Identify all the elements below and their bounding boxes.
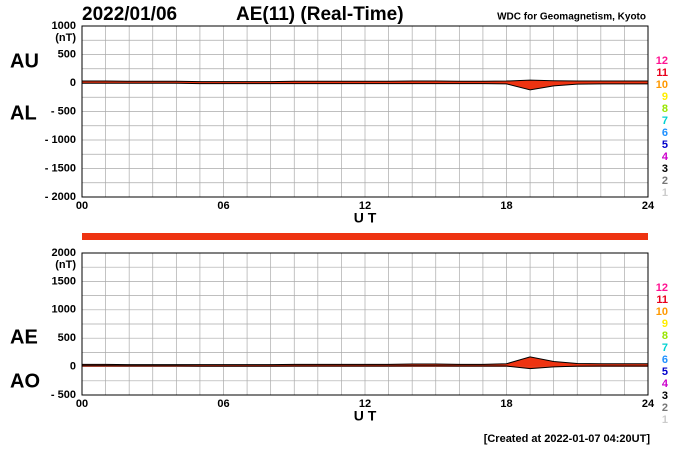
x-axis-label: U T <box>354 408 377 424</box>
station-count: 7 <box>662 115 668 127</box>
station-count: 6 <box>662 127 668 139</box>
y-tick-label: - 500 <box>51 105 76 117</box>
station-count: 3 <box>662 390 668 402</box>
station-count: 9 <box>662 318 668 330</box>
station-count: 12 <box>656 55 668 67</box>
station-count: 11 <box>656 294 668 306</box>
date: 2022/01/06 <box>82 4 177 25</box>
station-count: 2 <box>662 402 668 414</box>
y-tick-label: 500 <box>58 48 76 60</box>
x-tick-label: 12 <box>359 200 371 212</box>
station-count: 7 <box>662 342 668 354</box>
line <box>82 79 648 83</box>
station-count: 6 <box>662 354 668 366</box>
x-tick-label: 00 <box>76 200 88 212</box>
unit-label: (nT) <box>55 259 76 271</box>
line <box>82 365 648 370</box>
x-tick-label: 00 <box>76 398 88 410</box>
station-count: 3 <box>662 163 668 175</box>
y-tick-label: 2000 <box>52 247 76 259</box>
station-count: 4 <box>662 378 669 390</box>
x-tick-label: 06 <box>217 200 229 212</box>
y-tick-label: - 1500 <box>45 162 76 174</box>
x-tick-label: 06 <box>217 398 229 410</box>
station-count: 4 <box>662 151 669 163</box>
x-tick-label: 12 <box>359 398 371 410</box>
y-tick-label: - 2000 <box>45 191 76 203</box>
station-count: 8 <box>662 103 668 115</box>
y-tick-label: 0 <box>70 361 76 373</box>
x-axis-label: U T <box>354 210 377 226</box>
availability-bar <box>82 233 648 240</box>
plot-frame <box>81 252 649 396</box>
station-count: 12 <box>656 282 668 294</box>
station-count: 5 <box>662 139 668 151</box>
series-label: AU <box>10 50 39 72</box>
unit-label: (nT) <box>55 32 76 44</box>
source: WDC for Geomagnetism, Kyoto <box>497 12 646 23</box>
series-label: AL <box>10 102 37 124</box>
y-tick-label: 1000 <box>52 20 76 32</box>
chart-title: AE(11) (Real-Time) <box>236 4 404 25</box>
line <box>82 82 648 91</box>
station-count: 1 <box>662 414 668 426</box>
station-count: 5 <box>662 366 668 378</box>
footer: [Created at 2022-01-07 04:20UT] <box>484 433 651 445</box>
y-tick-label: 0 <box>70 77 76 89</box>
y-tick-label: - 1000 <box>45 134 76 146</box>
x-tick-label: 18 <box>500 200 512 212</box>
series-label: AO <box>10 370 40 392</box>
x-tick-label: 18 <box>500 398 512 410</box>
y-tick-label: 1500 <box>52 275 76 287</box>
plot-frame <box>81 25 649 198</box>
station-count: 1 <box>662 187 668 199</box>
series-label: AE <box>10 326 38 348</box>
station-count: 9 <box>662 91 668 103</box>
station-count: 10 <box>656 79 668 91</box>
station-count: 2 <box>662 175 668 187</box>
x-tick-label: 24 <box>642 200 655 212</box>
x-tick-label: 24 <box>642 398 655 410</box>
line <box>82 356 648 366</box>
y-tick-label: 1000 <box>52 304 76 316</box>
station-count: 10 <box>656 306 668 318</box>
y-tick-label: - 500 <box>51 389 76 401</box>
y-tick-label: 500 <box>58 332 76 344</box>
station-count: 8 <box>662 330 668 342</box>
station-count: 11 <box>656 67 668 79</box>
